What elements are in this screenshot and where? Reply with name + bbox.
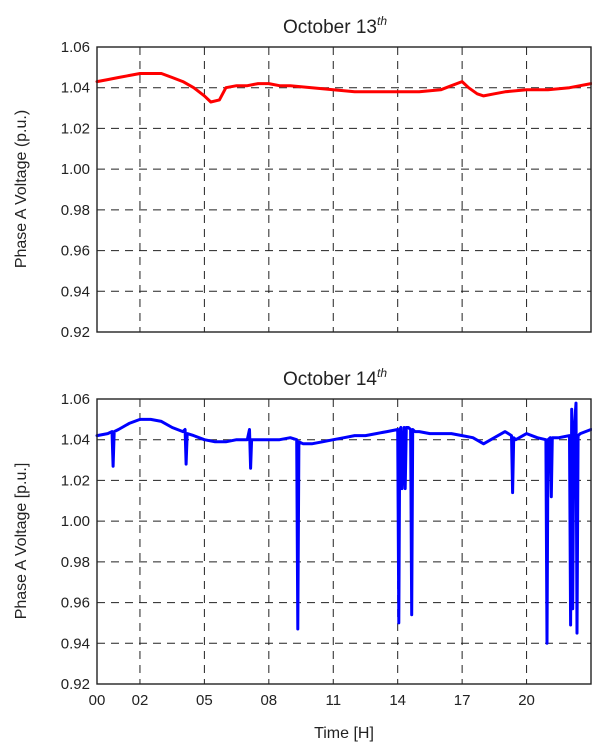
x-tick-label: 11: [325, 692, 341, 709]
y-tick-label: 0.98: [61, 554, 90, 571]
chart-title-oct-14: October 14th: [283, 366, 387, 390]
x-tick-label: 14: [389, 692, 406, 709]
x-tick-label: 20: [518, 692, 535, 709]
data-series-oct-14: [95, 401, 592, 645]
y-tick-label: 1.02: [61, 472, 90, 489]
grid-lines-oct-14: [97, 399, 591, 684]
x-tick-label: 05: [196, 692, 213, 709]
plot-frame-oct-14: [96, 398, 592, 685]
x-tick-label: 08: [260, 692, 277, 709]
y-tick-label: 1.04: [61, 80, 90, 97]
y-tick-label: 0.96: [61, 243, 90, 260]
y-tick-label: 1.00: [61, 513, 90, 530]
x-tick-label: 00: [89, 692, 106, 709]
chart-panel-october-14: October 14th 00 02 05 08 11 14 17 20 0.92 0.94 0.9…: [13, 366, 592, 742]
chart-panel-october-13: October 13th 0.92 0.94 0.96 0.98 1.00 1.02 1.0…: [13, 14, 592, 341]
y-tick-label: 0.92: [61, 324, 90, 341]
y-tick-label: 0.96: [61, 595, 90, 612]
x-tick-label: 17: [454, 692, 471, 709]
y-tick-label: 0.94: [61, 635, 90, 652]
plot-frame-oct-13: [96, 46, 592, 333]
chart-title-oct-13: October 13th: [283, 14, 387, 38]
y-tick-label: 1.06: [61, 39, 90, 56]
y-tick-label: 1.04: [61, 432, 90, 449]
y-axis-label-oct-13: Phase A Voltage (p.u.): [13, 110, 30, 268]
axis-ticks-oct-13: 0.92 0.94 0.96 0.98 1.00 1.02 1.04 1.06: [61, 39, 90, 341]
x-tick-label: 02: [132, 692, 149, 709]
y-tick-label: 0.94: [61, 283, 90, 300]
y-tick-label: 1.06: [61, 391, 90, 408]
voltage-series-line: [95, 401, 592, 645]
axis-ticks-oct-14: 00 02 05 08 11 14 17 20 0.92 0.94 0.96 0.98 1.00 1.02…: [61, 391, 535, 709]
grid-lines-oct-13: [97, 47, 591, 332]
y-tick-label: 1.02: [61, 120, 90, 137]
x-axis-label: Time [H]: [314, 725, 374, 742]
data-series-oct-13: [95, 72, 592, 104]
voltage-series-line: [95, 72, 592, 104]
y-tick-label: 1.00: [61, 161, 90, 178]
y-tick-label: 0.98: [61, 202, 90, 219]
y-tick-label: 0.92: [61, 676, 90, 693]
y-axis-label-oct-14: Phase A Voltage [p.u.]: [13, 463, 30, 620]
